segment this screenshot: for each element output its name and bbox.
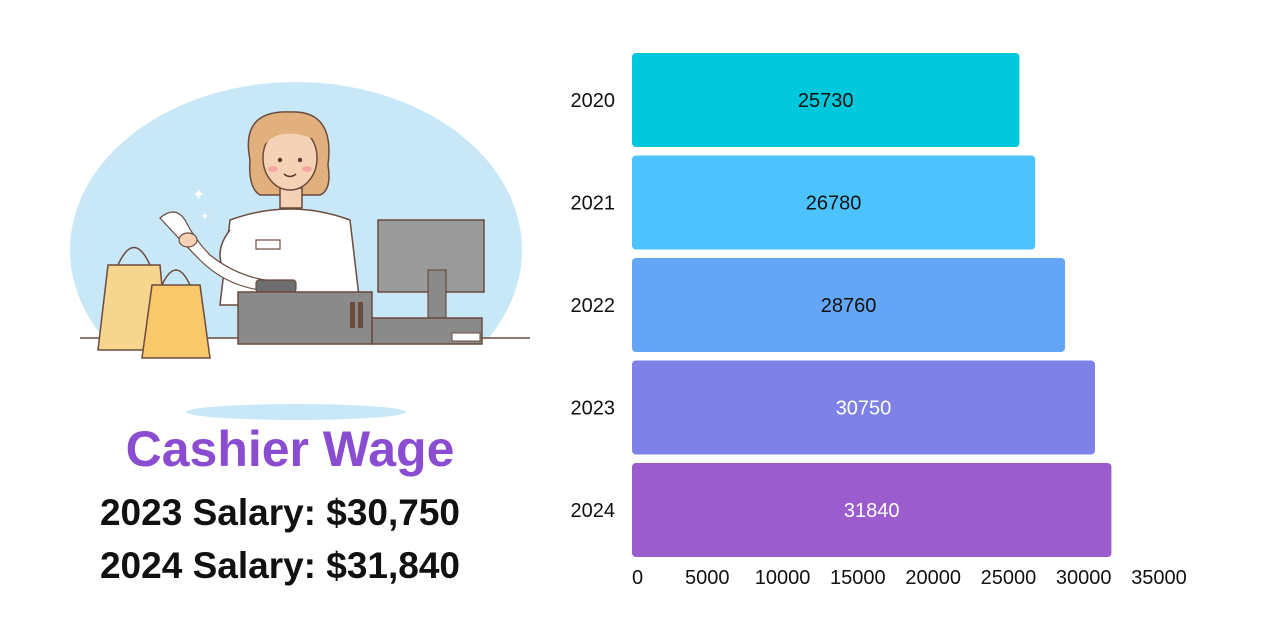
x-tick-label-30000: 30000 (1056, 567, 1112, 589)
bar-2023 (632, 360, 1096, 455)
data-label-2020: 25730 (798, 90, 854, 112)
svg-text:✦: ✦ (200, 211, 209, 223)
data-label-2021: 26780 (806, 193, 862, 215)
x-tick-label-25000: 25000 (981, 567, 1037, 589)
bar-2020 (632, 53, 1020, 147)
salary-2023-line: 2023 Salary: $30,750 (99, 492, 461, 533)
y-tick-label-2021: 2021 (571, 193, 616, 215)
bar-2021 (632, 155, 1036, 250)
data-label-2023: 30750 (836, 398, 892, 420)
x-tick-label-20000: 20000 (905, 567, 961, 589)
data-label-2024: 31840 (844, 500, 900, 522)
bar-2022 (632, 258, 1066, 352)
x-tick-label-15000: 15000 (830, 567, 886, 589)
salary-2024-line: 2024 Salary: $31,840 (99, 545, 461, 586)
x-tick-label-10000: 10000 (755, 567, 811, 589)
cashier-illustration: ✦ ✦ (60, 82, 540, 430)
x-tick-label-5000: 5000 (685, 567, 730, 589)
svg-text:✦: ✦ (192, 187, 205, 204)
cashier-at-register-illustration-icon: ✦ ✦ (60, 82, 540, 430)
x-tick-label-35000: 35000 (1131, 567, 1187, 589)
x-tick-label-0: 0 (632, 567, 643, 589)
infographic-title: Cashier Wage (125, 421, 455, 477)
y-tick-label-2022: 2022 (571, 295, 616, 317)
data-label-2022: 28760 (821, 295, 877, 317)
y-tick-label-2020: 2020 (571, 90, 616, 112)
y-tick-label-2024: 2024 (571, 500, 616, 522)
y-tick-label-2023: 2023 (571, 398, 616, 420)
bar-2024 (632, 463, 1112, 557)
